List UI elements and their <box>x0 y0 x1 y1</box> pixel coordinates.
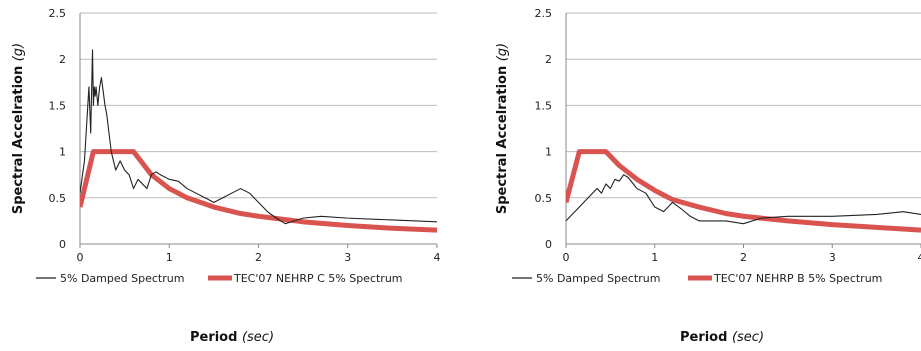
legend-label-code: TEC'07 NEHRP C 5% Spectrum <box>233 272 403 285</box>
x-axis-label: Period (sec) <box>190 330 274 345</box>
legend-label-damped: 5% Damped Spectrum <box>536 272 660 285</box>
y-tick-label: 1 <box>59 146 66 159</box>
y-tick-label: 1.5 <box>535 99 553 112</box>
y-axis-label: Spectral Accelration (g) <box>495 43 510 214</box>
series-damped-spectrum-line <box>80 49 438 225</box>
x-tick-label: 2 <box>255 251 262 264</box>
y-tick-label: 0 <box>545 238 552 251</box>
y-tick-label: 1.5 <box>49 99 67 112</box>
x-axis-label: Period (sec) <box>680 330 764 345</box>
x-tick-label: 3 <box>829 251 836 264</box>
y-tick-label: 0.5 <box>49 192 67 205</box>
x-tick-label: 3 <box>344 251 351 264</box>
x-tick-label: 1 <box>166 251 173 264</box>
legend-label-damped: 5% Damped Spectrum <box>60 272 184 285</box>
y-tick-label: 2.5 <box>49 7 67 20</box>
x-tick-label: 0 <box>77 251 84 264</box>
series-code-spectrum-line <box>566 149 921 233</box>
series-code-spectrum-line <box>80 149 438 233</box>
x-tick-label: 1 <box>651 251 658 264</box>
x-tick-label: 0 <box>563 251 570 264</box>
x-tick-label: 4 <box>918 251 921 264</box>
y-tick-label: 2 <box>59 53 66 66</box>
y-tick-label: 0.5 <box>535 192 553 205</box>
y-tick-label: 0 <box>59 238 66 251</box>
series-damped-spectrum-line <box>566 174 921 225</box>
legend-label-code: TEC'07 NEHRP B 5% Spectrum <box>713 272 882 285</box>
chart-left: 0 0.5 1 1.5 2 2.5 0 1 2 3 4 Spectral Accelration (g… <box>11 7 441 345</box>
x-tick-label: 4 <box>434 251 441 264</box>
y-axis-label: Spectral Accelration (g) <box>11 43 26 214</box>
y-tick-label: 1 <box>545 146 552 159</box>
x-tick-label: 2 <box>740 251 747 264</box>
chart-right: 0 0.5 1 1.5 2 2.5 0 1 2 3 4 Spectral Accelration (g… <box>495 7 921 345</box>
y-tick-label: 2 <box>545 53 552 66</box>
y-tick-label: 2.5 <box>535 7 553 20</box>
